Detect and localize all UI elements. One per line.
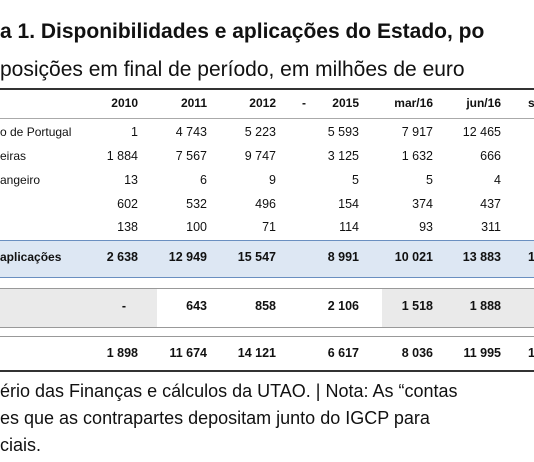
cell: 4 743	[175, 125, 207, 139]
cell: 5 593	[327, 125, 359, 139]
column-header: s	[528, 96, 534, 110]
rule	[0, 88, 534, 90]
cell: 12 949	[168, 250, 207, 264]
column-header: -	[302, 96, 306, 110]
cell: 1 518	[401, 299, 433, 313]
cell: 2 638	[106, 250, 138, 264]
cell: 374	[412, 197, 433, 211]
footnote-line: es que as contrapartes depositam junto d…	[0, 408, 430, 428]
cell: 6 617	[327, 346, 359, 360]
cell: 666	[480, 149, 501, 163]
cell: 2 106	[327, 299, 359, 313]
cell: 12 465	[462, 125, 501, 139]
cell: 138	[117, 220, 138, 234]
cell: 114	[339, 220, 359, 234]
cell: 10 021	[394, 250, 433, 264]
cell: 11 995	[463, 346, 501, 360]
cell: 100	[186, 220, 207, 234]
column-header: 2010	[111, 96, 138, 110]
rule	[0, 118, 534, 119]
cell: 1 884	[106, 149, 138, 163]
cell: 1 632	[401, 149, 433, 163]
cell: 1 888	[469, 299, 501, 313]
cell: 8 036	[401, 346, 433, 360]
cell: 7 917	[401, 125, 433, 139]
cell: 311	[481, 220, 501, 234]
cell: 858	[255, 299, 276, 313]
column-header: jun/16	[466, 96, 501, 110]
row-label: o de Portugal	[0, 125, 72, 139]
cell: 1	[131, 125, 138, 139]
cell: 1	[528, 346, 534, 360]
cell: 9 747	[244, 149, 276, 163]
cell: 154	[338, 197, 359, 211]
column-header: mar/16	[394, 96, 433, 110]
cell: 643	[186, 299, 207, 313]
column-header: 2011	[180, 96, 207, 110]
rule	[0, 370, 534, 372]
cell: 13 883	[462, 250, 501, 264]
table-title: a 1. Disponibilidades e aplicações do Es…	[0, 20, 485, 43]
cell: 93	[419, 220, 433, 234]
cell: 9	[269, 173, 276, 187]
cell: 7 567	[175, 149, 207, 163]
table-subtitle: posições em final de período, em milhões…	[0, 58, 465, 81]
cell: 4	[494, 173, 501, 187]
column-header: 2015	[332, 96, 359, 110]
row-label: aplicações	[0, 250, 62, 264]
footnote-line: ério das Finanças e cálculos da UTAO. | …	[0, 381, 458, 401]
cell: 13	[124, 173, 138, 187]
white-cells	[157, 289, 382, 327]
cell: 496	[255, 197, 276, 211]
cell: 602	[117, 197, 138, 211]
cell: 8 991	[327, 250, 359, 264]
cell: 15 547	[237, 250, 276, 264]
cell: 1 898	[106, 346, 138, 360]
cell: 437	[480, 197, 501, 211]
cell: 6	[200, 173, 207, 187]
row-label: eiras	[0, 149, 27, 163]
total-band	[0, 240, 534, 278]
column-header: 2012	[249, 96, 276, 110]
footnote-line: ciais.	[0, 435, 42, 455]
cell: 532	[186, 197, 207, 211]
cell: -	[121, 299, 126, 313]
row-label: angeiro	[0, 173, 41, 187]
cell: 5 223	[244, 125, 276, 139]
cell: 3 125	[327, 149, 359, 163]
cell: 14 121	[237, 346, 276, 360]
cell: 5	[426, 173, 433, 187]
cell: 5	[352, 173, 359, 187]
cell: 71	[262, 220, 276, 234]
cell: 11 674	[169, 346, 207, 360]
rule	[0, 336, 534, 337]
cell: 1	[528, 250, 534, 264]
